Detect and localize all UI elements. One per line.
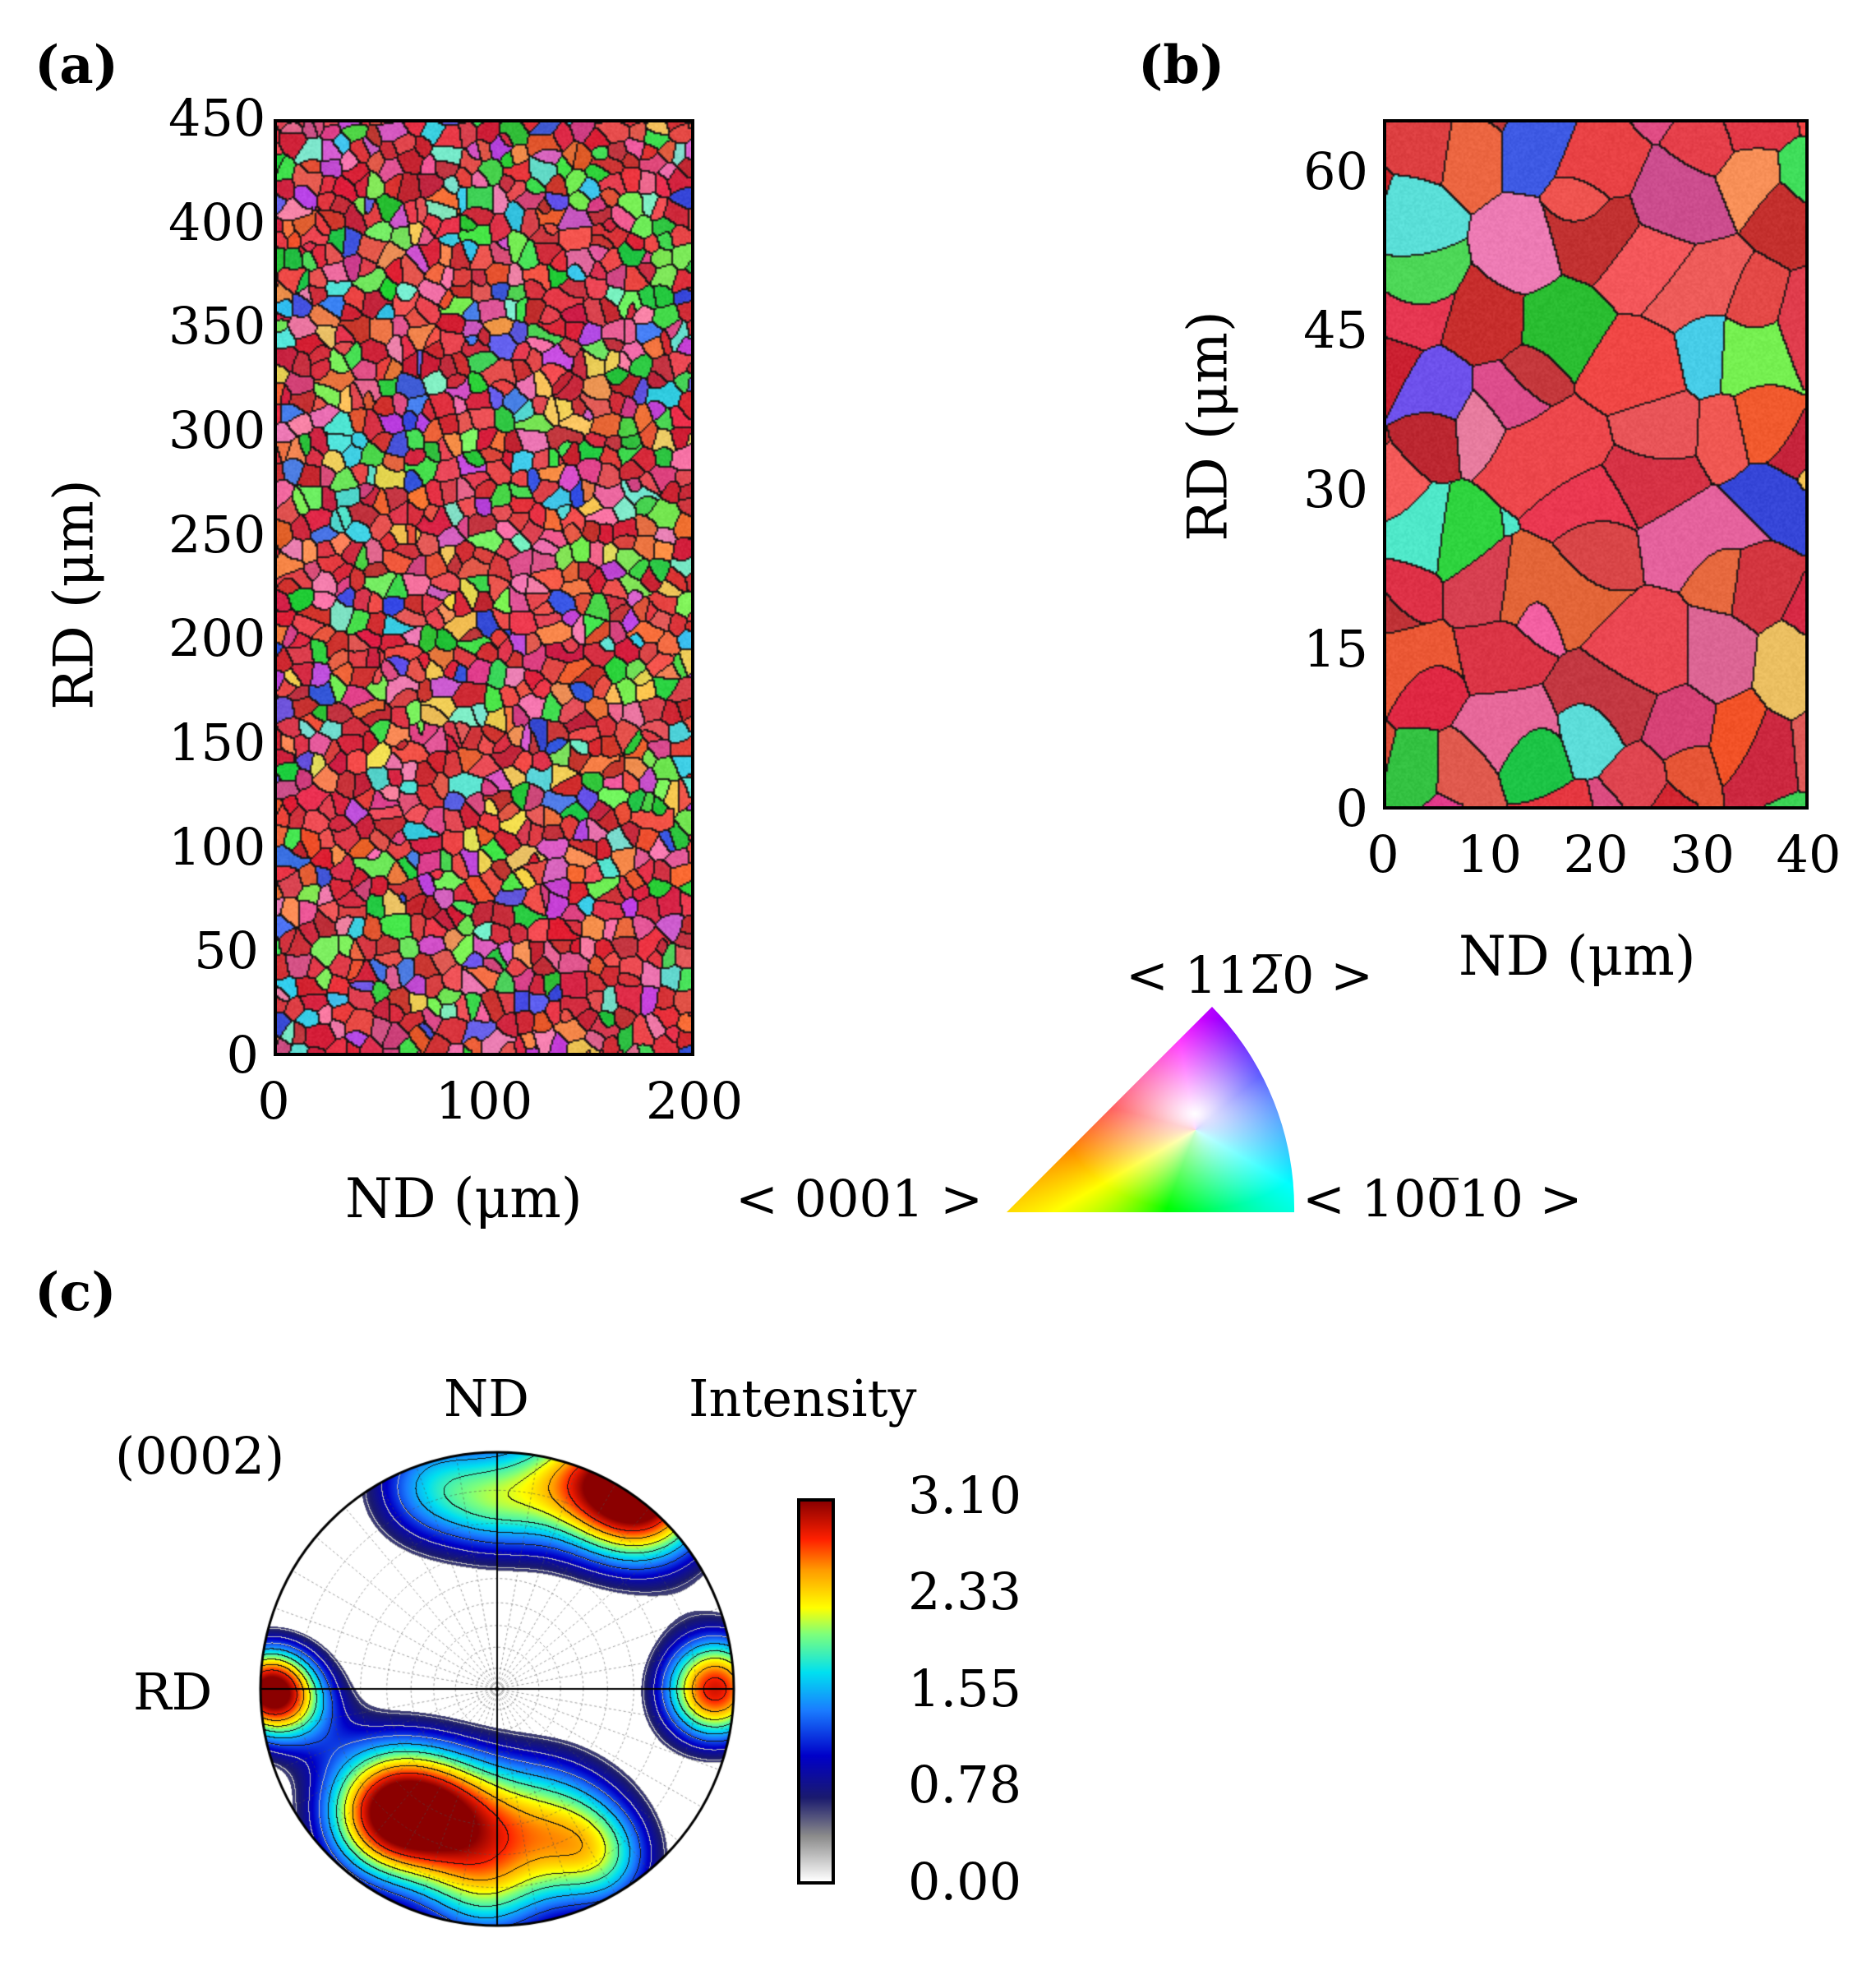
colorbar-tick-label: 3.10 (908, 1465, 1022, 1525)
ebsd-map-b-image (1386, 122, 1805, 806)
intensity-colorbar (797, 1498, 835, 1885)
x-tick-label: 200 (645, 1071, 744, 1131)
x-tick-label: 20 (1563, 824, 1629, 884)
colorbar-title: Intensity (689, 1368, 917, 1428)
y-tick-label: 450 (168, 88, 266, 148)
y-tick-label: 50 (194, 920, 259, 981)
y-tick-label: 0 (1335, 778, 1368, 838)
panel-a-y-label: RD (μm) (42, 479, 106, 710)
x-tick-label: 100 (435, 1071, 533, 1131)
ipf-label-1120: < 112̅0 > (1126, 945, 1374, 1005)
pole-figure (251, 1442, 744, 1935)
x-tick-label: 0 (1367, 824, 1399, 884)
ipf-label-1010: < 100̅10 > (1302, 1169, 1583, 1229)
ipf-color-key (1007, 1007, 1295, 1212)
colorbar-tick-label: 0.00 (908, 1852, 1022, 1912)
ebsd-map-b (1383, 119, 1809, 810)
y-tick-label: 30 (1303, 459, 1368, 520)
y-tick-label: 400 (168, 191, 266, 252)
colorbar-tick-label: 1.55 (908, 1659, 1022, 1719)
x-tick-label: 30 (1670, 824, 1735, 884)
colorbar-tick-label: 2.33 (908, 1561, 1022, 1622)
y-tick-label: 150 (168, 713, 266, 773)
y-tick-label: 15 (1303, 619, 1368, 680)
pole-figure-top-label: ND (444, 1368, 529, 1428)
y-tick-label: 200 (168, 608, 266, 669)
y-tick-label: 100 (168, 816, 266, 877)
y-tick-label: 250 (168, 504, 266, 565)
x-tick-label: 40 (1776, 824, 1841, 884)
ipf-label-0001: < 0001 > (735, 1169, 984, 1229)
y-tick-label: 45 (1303, 300, 1368, 361)
panel-a-label: (a) (35, 35, 119, 96)
y-tick-label: 300 (168, 400, 266, 460)
ebsd-map-a (274, 119, 694, 1056)
x-tick-label: 0 (257, 1071, 290, 1131)
panel-b-x-label: ND (μm) (1459, 925, 1696, 988)
pole-figure-left-label: RD (133, 1662, 213, 1722)
panel-a-x-label: ND (μm) (345, 1167, 583, 1230)
panel-c-label: (c) (35, 1262, 117, 1323)
ebsd-map-a-image (277, 122, 691, 1053)
y-tick-label: 350 (168, 296, 266, 357)
colorbar-tick-label: 0.78 (908, 1754, 1022, 1815)
y-tick-label: 60 (1303, 141, 1368, 201)
panel-b-label: (b) (1138, 35, 1225, 96)
panel-b-y-label: RD (μm) (1176, 311, 1240, 542)
y-tick-label: 0 (226, 1025, 259, 1085)
x-tick-label: 10 (1457, 824, 1522, 884)
